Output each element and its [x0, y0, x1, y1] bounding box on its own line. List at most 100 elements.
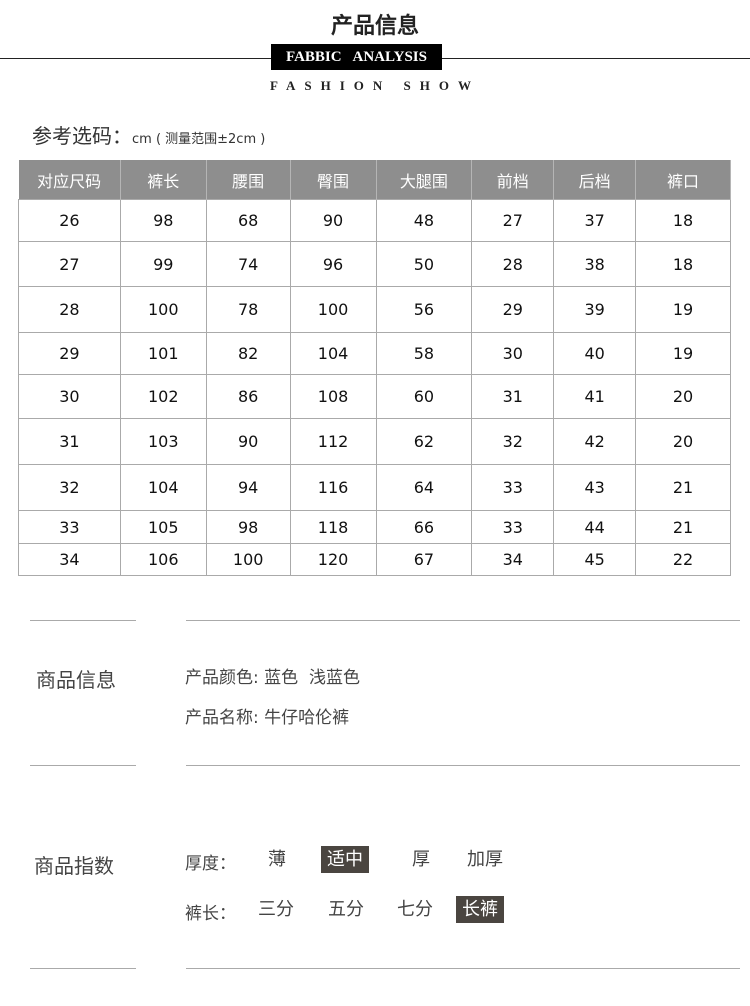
- table-row: 30 102 86 108 60 31 41 20: [18, 374, 731, 419]
- thickness-options: 薄 适中 厚 加厚: [0, 846, 750, 874]
- column-header: 裤长: [120, 160, 207, 200]
- table-row: 29 101 82 104 58 30 40 19: [18, 332, 731, 375]
- size-reference-unit: cm ( 测量范围±2cm ): [132, 132, 266, 147]
- size-reference-label: 参考选码：: [32, 124, 132, 148]
- table-cell: 118: [289, 510, 377, 544]
- color-value: 蓝色 浅蓝色: [264, 668, 360, 688]
- table-cell: 104: [119, 464, 207, 511]
- table-cell: 33: [18, 510, 121, 544]
- table-cell: 56: [375, 286, 473, 333]
- table-cell: 30: [471, 332, 555, 375]
- subtitle: FASHION SHOW: [270, 78, 480, 93]
- table-cell: 86: [205, 374, 291, 419]
- thickness-option[interactable]: 薄: [268, 849, 286, 870]
- thickness-label: 厚度：: [185, 854, 236, 874]
- thickness-option[interactable]: 加厚: [467, 849, 503, 870]
- product-name: 产品名称: 牛仔哈伦裤: [185, 703, 349, 728]
- table-cell: 82: [205, 332, 291, 375]
- thickness-option[interactable]: 适中: [321, 846, 369, 873]
- table-cell: 40: [553, 332, 637, 375]
- table-cell: 94: [205, 464, 291, 511]
- table-cell: 33: [471, 510, 555, 544]
- table-cell: 78: [205, 286, 291, 333]
- table-row: 32 104 94 116 64 33 43 21: [18, 464, 731, 511]
- table-cell: 112: [289, 418, 377, 465]
- table-cell: 28: [471, 241, 555, 287]
- column-header: 对应尺码: [18, 160, 121, 200]
- table-row: 27 99 74 96 50 28 38 18: [18, 241, 731, 287]
- table-cell: 45: [553, 543, 637, 576]
- table-cell: 34: [471, 543, 555, 576]
- name-label: 产品名称:: [185, 708, 259, 728]
- table-cell: 67: [375, 543, 473, 576]
- table-cell: 58: [375, 332, 473, 375]
- column-header: 前档: [471, 160, 555, 200]
- table-cell: 100: [205, 543, 291, 576]
- table-cell: 21: [635, 464, 731, 511]
- table-cell: 37: [553, 199, 637, 242]
- table-cell: 74: [205, 241, 291, 287]
- length-option[interactable]: 五分: [328, 899, 364, 920]
- divider: [30, 620, 136, 621]
- table-cell: 100: [289, 286, 377, 333]
- table-cell: 60: [375, 374, 473, 419]
- table-cell: 29: [471, 286, 555, 333]
- table-cell: 33: [471, 464, 555, 511]
- table-cell: 44: [553, 510, 637, 544]
- divider: [30, 765, 136, 766]
- table-cell: 32: [471, 418, 555, 465]
- table-header: 对应尺码 裤长 腰围 臀围 大腿围 前档 后档 裤口: [18, 160, 731, 200]
- table-cell: 105: [119, 510, 207, 544]
- length-option[interactable]: 长裤: [456, 896, 504, 923]
- table-cell: 96: [289, 241, 377, 287]
- table-cell: 30: [18, 374, 121, 419]
- size-reference: 参考选码：cm ( 测量范围±2cm ): [32, 120, 265, 149]
- divider: [186, 968, 740, 969]
- table-cell: 31: [471, 374, 555, 419]
- table-cell: 32: [18, 464, 121, 511]
- table-cell: 101: [119, 332, 207, 375]
- table-cell: 19: [635, 286, 731, 333]
- table-cell: 22: [635, 543, 731, 576]
- divider: [30, 968, 136, 969]
- table-cell: 104: [289, 332, 377, 375]
- table-cell: 28: [18, 286, 121, 333]
- table-cell: 26: [18, 199, 121, 242]
- length-options: 三分 五分 七分 长裤: [0, 896, 750, 924]
- table-cell: 62: [375, 418, 473, 465]
- table-cell: 66: [375, 510, 473, 544]
- product-index-heading: 商品指数: [34, 854, 114, 878]
- length-option[interactable]: 三分: [258, 899, 294, 920]
- table-cell: 98: [205, 510, 291, 544]
- table-cell: 41: [553, 374, 637, 419]
- table-cell: 29: [18, 332, 121, 375]
- table-row: 34 106 100 120 67 34 45 22: [18, 543, 731, 576]
- table-cell: 18: [635, 241, 731, 287]
- thickness-option[interactable]: 厚: [412, 849, 430, 870]
- product-info-heading: 商品信息: [36, 668, 116, 692]
- table-cell: 42: [553, 418, 637, 465]
- table-row: 33 105 98 118 66 33 44 21: [18, 510, 731, 544]
- table-cell: 90: [205, 418, 291, 465]
- length-option[interactable]: 七分: [397, 899, 433, 920]
- column-header: 大腿围: [376, 160, 473, 200]
- page-title: 产品信息: [330, 14, 419, 39]
- table-row: 31 103 90 112 62 32 42 20: [18, 418, 731, 465]
- table-cell: 31: [18, 418, 121, 465]
- divider: [186, 765, 740, 766]
- table-cell: 18: [635, 199, 731, 242]
- table-cell: 27: [18, 241, 121, 287]
- table-cell: 98: [119, 199, 207, 242]
- divider: [186, 620, 740, 621]
- table-cell: 21: [635, 510, 731, 544]
- table-cell: 20: [635, 418, 731, 465]
- table-cell: 39: [553, 286, 637, 333]
- table-cell: 64: [375, 464, 473, 511]
- table-cell: 50: [375, 241, 473, 287]
- table-cell: 34: [18, 543, 121, 576]
- length-label: 裤长：: [185, 904, 236, 924]
- column-header: 后档: [553, 160, 637, 200]
- table-cell: 90: [289, 199, 377, 242]
- size-table: 对应尺码 裤长 腰围 臀围 大腿围 前档 后档 裤口 26 98 68 90 48 27 37 18 27 99…: [18, 160, 731, 576]
